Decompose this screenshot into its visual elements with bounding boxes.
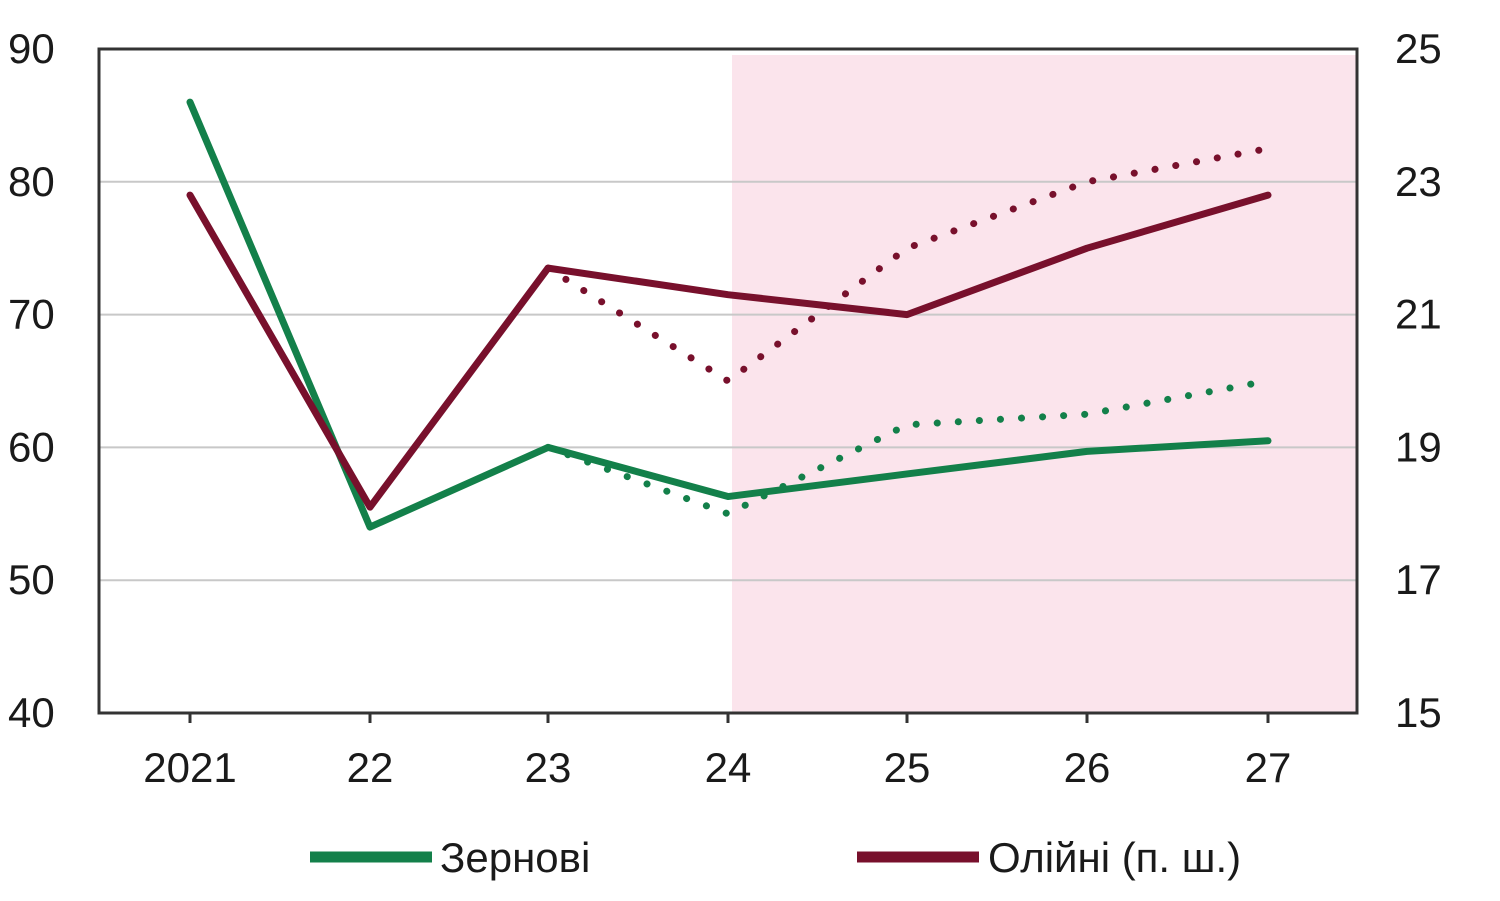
left-axis-labels: 90 80 70 60 50 40 <box>8 25 55 736</box>
x-axis-tick-label: 27 <box>1245 744 1292 791</box>
left-axis-tick-label: 50 <box>8 556 55 603</box>
legend-label-oilseeds: Олійні (п. ш.) <box>988 834 1241 881</box>
right-axis-tick-label: 17 <box>1395 556 1442 603</box>
series-lines <box>186 98 1272 531</box>
right-axis-tick-label: 25 <box>1395 25 1442 72</box>
left-axis-tick-label: 90 <box>8 25 55 72</box>
right-axis-tick-label: 19 <box>1395 423 1442 470</box>
right-axis-tick-label: 15 <box>1395 689 1442 736</box>
x-axis-labels: 2021 22 23 24 25 26 27 <box>143 744 1291 791</box>
x-axis-tick-label: 24 <box>705 744 752 791</box>
x-axis-tick-label: 26 <box>1064 744 1111 791</box>
x-axis-ticks <box>188 713 1270 723</box>
left-axis-tick-label: 60 <box>8 423 55 470</box>
legend: Зернові Олійні (п. ш.) <box>310 834 1241 881</box>
series-grain-previous-forecast-line <box>544 377 1272 518</box>
gridlines <box>99 180 1357 582</box>
right-axis-tick-label: 21 <box>1395 291 1442 338</box>
x-axis-tick-label: 22 <box>347 744 394 791</box>
left-axis-tick-label: 80 <box>8 158 55 205</box>
series-oilseeds-actual-line <box>186 191 1272 511</box>
series-grain-actual-line <box>186 98 1272 531</box>
forecast-shading <box>732 55 1357 713</box>
legend-label-grain: Зернові <box>440 834 590 881</box>
x-axis-tick-label: 25 <box>884 744 931 791</box>
x-axis-tick-label: 23 <box>525 744 572 791</box>
left-axis-tick-label: 70 <box>8 291 55 338</box>
x-axis-tick-label: 2021 <box>143 744 236 791</box>
right-axis-labels: 25 23 21 19 17 15 <box>1395 25 1442 736</box>
right-axis-tick-label: 23 <box>1395 158 1442 205</box>
left-axis-tick-label: 40 <box>8 689 55 736</box>
